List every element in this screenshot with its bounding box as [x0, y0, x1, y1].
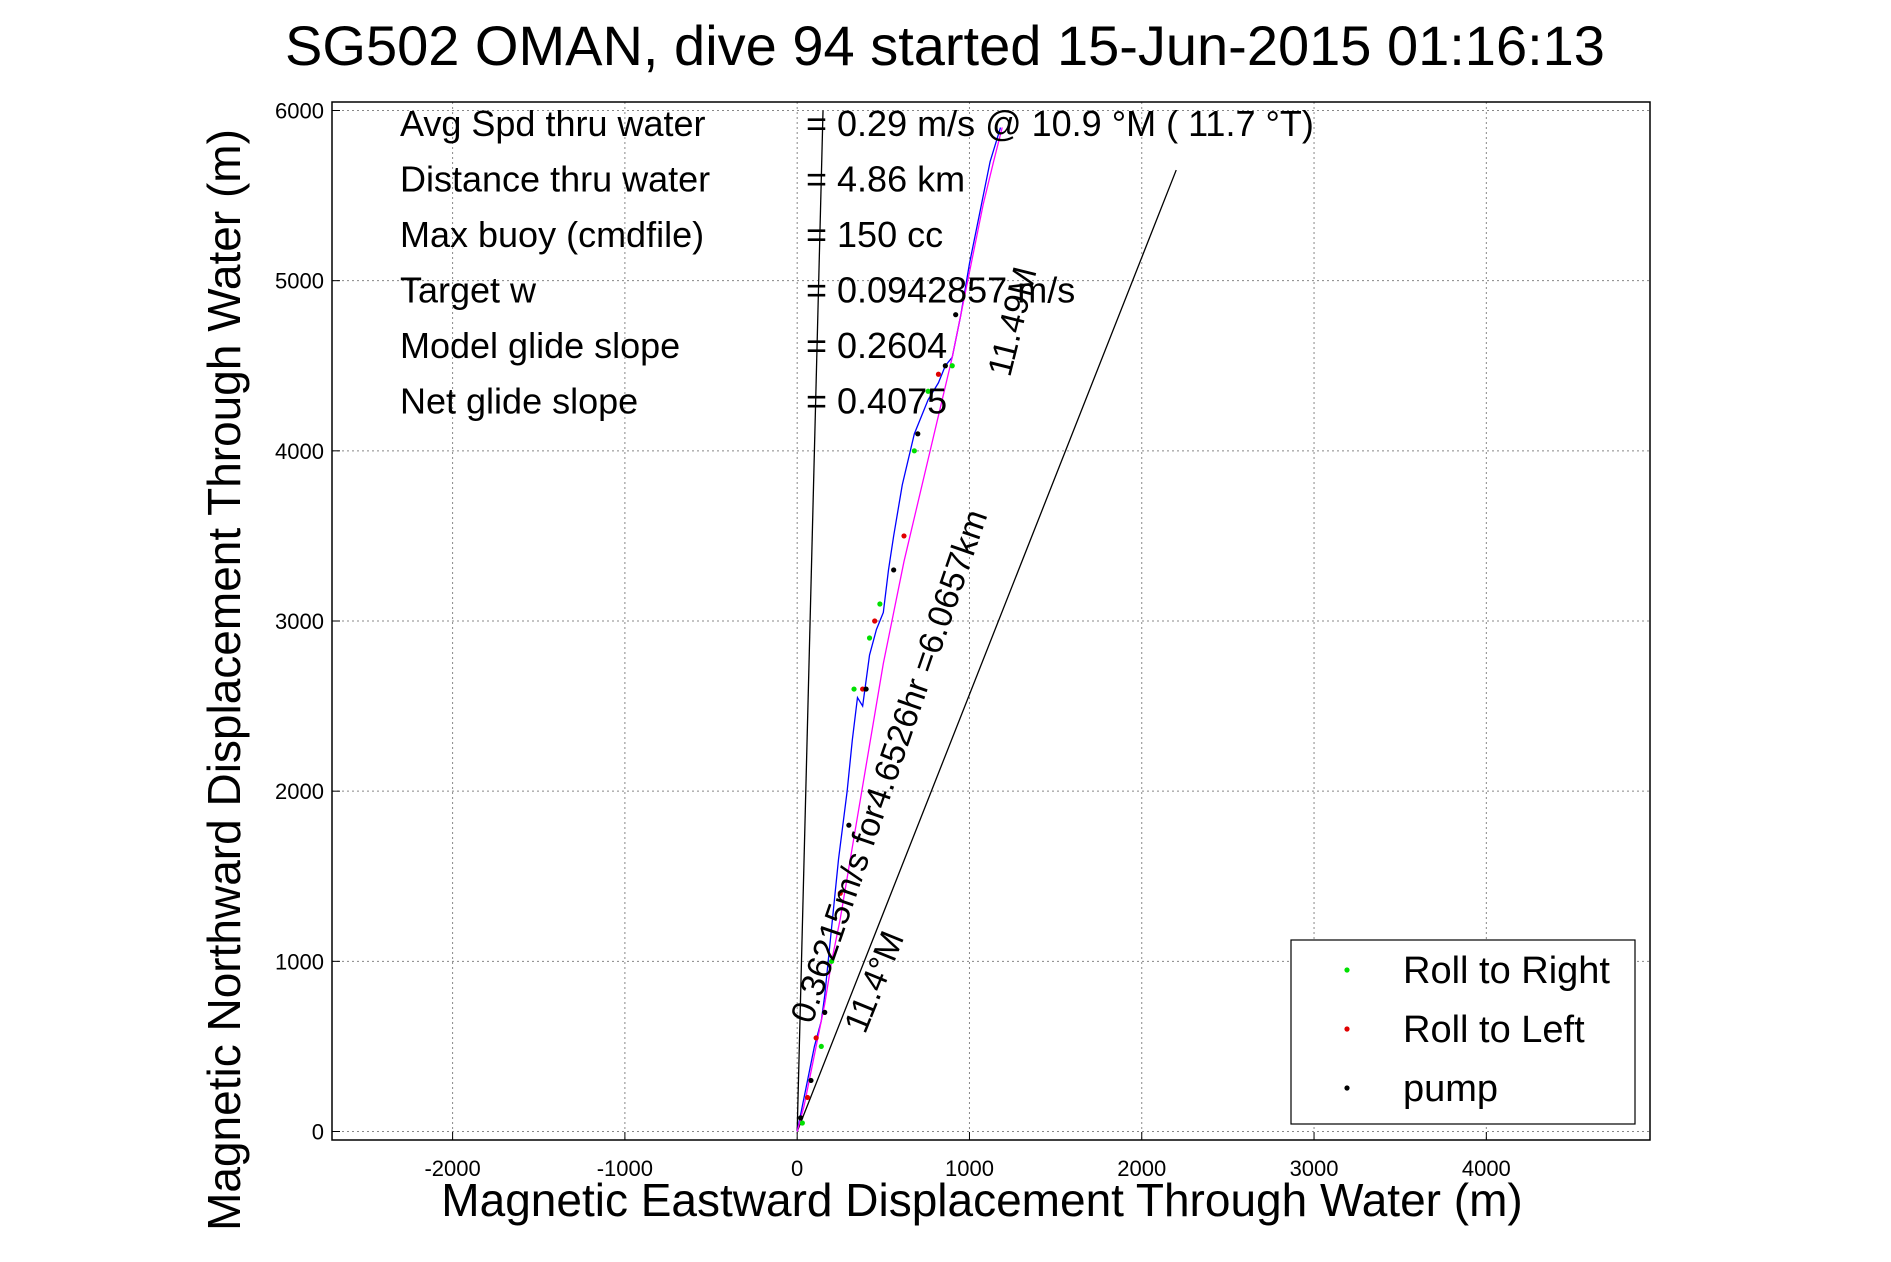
info-value: = 0.2604: [806, 325, 947, 366]
legend-label: pump: [1403, 1068, 1498, 1110]
x-tick-label: -1000: [597, 1156, 653, 1181]
reference-line: [796, 110, 824, 1132]
info-label: Distance thru water: [400, 159, 710, 200]
pump-point: [798, 1115, 804, 1121]
pump-point: [953, 312, 959, 318]
pump-point: [822, 1009, 828, 1015]
info-value: = 150 cc: [806, 214, 943, 255]
legend-label: Roll to Left: [1403, 1009, 1585, 1051]
pump-point: [863, 686, 869, 692]
legend-label: Roll to Right: [1403, 950, 1610, 992]
dive-info-block: Avg Spd thru water = 0.29 m/s @ 10.9 °M (…: [400, 103, 1314, 422]
info-label: Net glide slope: [400, 381, 638, 422]
x-tick-label: 3000: [1290, 1156, 1339, 1181]
roll-to-left-point: [872, 618, 878, 624]
roll-to-right-point: [925, 388, 931, 394]
info-label: Avg Spd thru water: [400, 103, 706, 144]
tick-labels: -2000 -1000 0 1000 2000 3000 4000 0 1000 2000 3000…: [275, 99, 1511, 1181]
roll-to-left-point: [935, 371, 942, 377]
roll-to-left-point: [804, 1094, 811, 1101]
info-label: Target w: [400, 270, 537, 311]
roll-to-left-point: [837, 890, 843, 896]
info-value: = 0.0942857 m/s: [806, 270, 1075, 311]
info-value: = 0.29 m/s @ 10.9 °M ( 11.7 °T): [806, 103, 1314, 144]
chart-title: SG502 OMAN, dive 94 started 15-Jun-2015 …: [285, 14, 1605, 77]
roll-to-right-point: [866, 635, 873, 641]
x-tick-label: 0: [791, 1156, 803, 1181]
x-tick-label: 2000: [1117, 1156, 1166, 1181]
roll-to-right-point: [877, 601, 883, 607]
pump-point: [808, 1077, 814, 1084]
roll-to-right-point: [829, 958, 835, 964]
y-tick-label: 5000: [275, 269, 324, 294]
legend-marker: [1344, 1085, 1350, 1091]
x-axis-label: Magnetic Eastward Displacement Through W…: [441, 1174, 1522, 1226]
roll-to-right-point: [799, 1120, 805, 1126]
pump-point: [942, 363, 948, 369]
y-tick-label: 0: [312, 1119, 324, 1144]
roll-to-right-point: [851, 686, 857, 692]
y-tick-label: 4000: [275, 439, 324, 464]
series-layer: [796, 127, 1003, 1132]
pump-point: [915, 431, 921, 437]
y-tick-label: 6000: [275, 99, 324, 124]
x-tick-label: -2000: [424, 1156, 480, 1181]
info-label: Model glide slope: [400, 325, 680, 366]
y-tick-label: 1000: [275, 949, 324, 974]
roll-to-right-point: [911, 448, 917, 454]
x-tick-label: 4000: [1462, 1156, 1511, 1181]
y-tick-label: 3000: [275, 609, 324, 634]
x-tick-label: 1000: [945, 1156, 994, 1181]
pump-point: [846, 822, 852, 828]
y-tick-label: 2000: [275, 779, 324, 804]
pump-point: [891, 567, 897, 573]
legend-marker: [1344, 1026, 1350, 1032]
reference-line: [796, 169, 1177, 1132]
heading-line: [796, 127, 1003, 1132]
info-value: = 4.86 km: [806, 159, 965, 200]
y-axis-label: Magnetic Northward Displacement Through …: [198, 129, 250, 1231]
info-value: = 0.4075: [806, 381, 947, 422]
info-label: Max buoy (cmdfile): [400, 214, 704, 255]
roll-to-left-point: [901, 533, 907, 539]
roll-to-right-point: [818, 1043, 824, 1050]
legend-marker: [1344, 967, 1350, 973]
roll-to-right-point: [949, 363, 955, 369]
reference-lines: [796, 110, 1177, 1132]
roll-to-left-point: [813, 1035, 819, 1041]
legend: Roll to Right Roll to Left pump: [1290, 939, 1636, 1125]
